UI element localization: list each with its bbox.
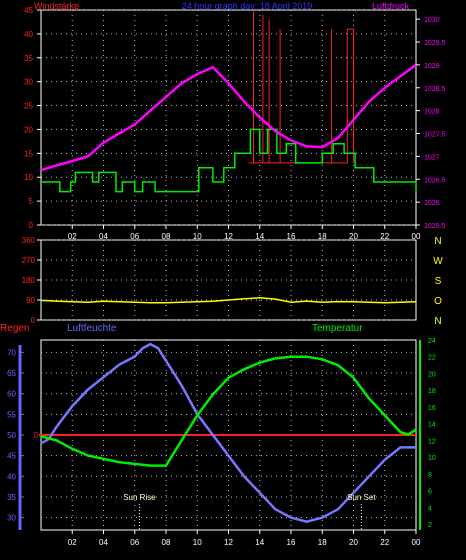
humidity-temperature-xtick-label: 20 [349,538,358,547]
wind-pressure-xtick-label: 22 [380,232,389,241]
rain-axis-title: Regen [0,323,29,334]
chart-date-title: 24 hour graph day: 18 April 2019 [182,1,313,11]
wind-pressure-xtick-label: 08 [162,232,171,241]
humidity-temperature-xtick-label: 02 [68,538,77,547]
humidity-ytick-label: 50 [7,431,16,440]
compass-label-0: N [434,236,441,247]
temperature-ytick-label: 22 [428,355,436,362]
wind-ytick-label: 15 [24,149,33,158]
pressure-ytick-label: 1029.5 [424,40,446,47]
wind-ytick-label: 35 [24,54,33,63]
humidity-temperature-xtick-label: 10 [193,538,202,547]
humidity-ytick-label: 70 [7,348,16,357]
direction-ytick-label: 90 [26,296,35,305]
wind-ytick-label: 5 [29,197,34,206]
wind-speed-series-line [41,128,417,193]
humidity-ytick-label: 35 [7,493,16,502]
wind-pressure-xtick-label: 18 [318,232,327,241]
wind-speed-axis-title: Windstärke [34,1,79,11]
sun-set-label: Sun Set [347,493,376,502]
wind-ytick-label: 45 [24,6,33,15]
wind-pressure-xtick-label: 02 [68,232,77,241]
pressure-ytick-label: 1027.5 [424,132,446,139]
humidity-ytick-label: 30 [7,514,16,523]
temperature-ytick-label: 8 [428,472,432,479]
humidity-temperature-xtick-label: 08 [162,538,171,547]
humidity-axis-title: Luftfeuchte [67,323,117,334]
temperature-ytick-label: 4 [428,505,432,512]
pressure-ytick-label: 1027 [424,154,440,161]
wind-pressure-panel [40,9,417,226]
temperature-ytick-label: 12 [428,438,436,445]
humidity-temperature-xtick-label: 04 [99,538,108,547]
wind-pressure-xtick-label: 16 [287,232,296,241]
wind-pressure-xtick-label: 14 [255,232,264,241]
compass-label-1: W [433,256,443,267]
temperature-ytick-label: 18 [428,388,436,395]
wind-pressure-xtick-label: 06 [130,232,139,241]
wind-ytick-label: 10 [24,173,33,182]
pressure-ytick-label: 1028 [424,109,440,116]
pressure-ytick-label: 1026.5 [424,177,446,184]
direction-ytick-label: 270 [22,256,36,265]
wind-ytick-label: 40 [24,30,33,39]
wind-pressure-xtick-label: 10 [193,232,202,241]
humidity-series-line [40,342,416,523]
temperature-ytick-label: 10 [428,455,436,462]
sun-rise-label: Sun Rise [123,493,156,502]
humidity-temperature-xtick-label: 12 [224,538,233,547]
humidity-temperature-xtick-label: 06 [130,538,139,547]
humidity-temperature-xtick-label: 00 [412,538,421,547]
temperature-axis-title: Temperatur [312,323,363,334]
humidity-temperature-xtick-label: 14 [255,538,264,547]
pressure-ytick-label: 1025.5 [424,223,446,230]
pressure-ytick-label: 1026 [424,200,440,207]
wind-direction-series-line [40,297,417,304]
direction-ytick-label: 360 [22,236,36,245]
compass-label-2: S [435,276,442,287]
direction-ytick-label: 0 [31,316,36,325]
temperature-series-line [40,355,417,467]
humidity-ytick-label: 40 [7,472,16,481]
pressure-ytick-label: 1028.5 [424,86,446,93]
humidity-ytick-label: 65 [7,369,16,378]
pressure-axis-title: Luftdruck [372,1,410,11]
wind-pressure-xtick-label: 20 [349,232,358,241]
gust-series-line [248,10,354,164]
temperature-ytick-label: 24 [428,338,436,345]
wind-ytick-label: 20 [24,125,33,134]
pressure-series-line [40,63,417,172]
rain-zero-label: 0 [34,431,39,440]
temperature-ytick-label: 2 [428,522,432,529]
wind-pressure-xtick-label: 04 [99,232,108,241]
temperature-ytick-label: 20 [428,371,436,378]
compass-label-4: N [434,316,441,327]
humidity-ytick-label: 55 [7,410,16,419]
wind-pressure-xtick-label: 00 [412,232,421,241]
direction-ytick-label: 180 [22,276,36,285]
compass-label-3: O [434,296,442,307]
humidity-temperature-xtick-label: 16 [287,538,296,547]
humidity-temperature-xtick-label: 22 [380,538,389,547]
wind-ytick-label: 30 [24,78,33,87]
humidity-ytick-label: 45 [7,452,16,461]
humidity-ytick-label: 60 [7,390,16,399]
wind-ytick-label: 25 [24,102,33,111]
temperature-ytick-label: 14 [428,422,436,429]
wind-ytick-label: 0 [29,221,34,230]
pressure-ytick-label: 1029 [424,63,440,70]
humidity-temperature-xtick-label: 18 [318,538,327,547]
wind-pressure-xtick-label: 12 [224,232,233,241]
temperature-ytick-label: 6 [428,489,432,496]
temperature-ytick-label: 16 [428,405,436,412]
pressure-ytick-label: 1030 [424,17,440,24]
